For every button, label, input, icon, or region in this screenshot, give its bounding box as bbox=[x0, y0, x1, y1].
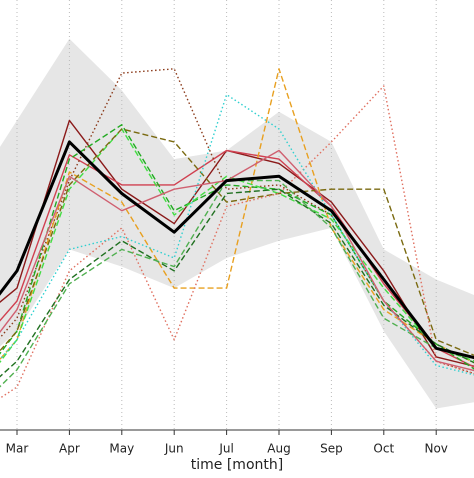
x-tick-label: Jul bbox=[218, 442, 233, 456]
series-line bbox=[0, 85, 474, 399]
series-line bbox=[0, 93, 474, 376]
x-tick-label: Oct bbox=[373, 442, 394, 456]
series-line bbox=[0, 68, 474, 364]
band bbox=[0, 38, 474, 409]
x-tick-label: Aug bbox=[267, 442, 290, 456]
x-axis-label: time [month] bbox=[191, 457, 283, 473]
series-line bbox=[0, 149, 474, 368]
x-tick-label: Apr bbox=[59, 442, 80, 456]
x-tick-label: May bbox=[109, 442, 134, 456]
series-line bbox=[0, 128, 474, 356]
x-tick-label: Nov bbox=[424, 442, 447, 456]
series-line bbox=[0, 140, 474, 360]
series-line bbox=[0, 124, 474, 370]
series-line bbox=[0, 128, 474, 364]
series-line bbox=[0, 188, 474, 378]
plot-area bbox=[0, 0, 474, 430]
x-tick-label: Mar bbox=[6, 442, 29, 456]
x-tick-label: Jun bbox=[164, 442, 184, 456]
x-tick-label: Sep bbox=[320, 442, 343, 456]
